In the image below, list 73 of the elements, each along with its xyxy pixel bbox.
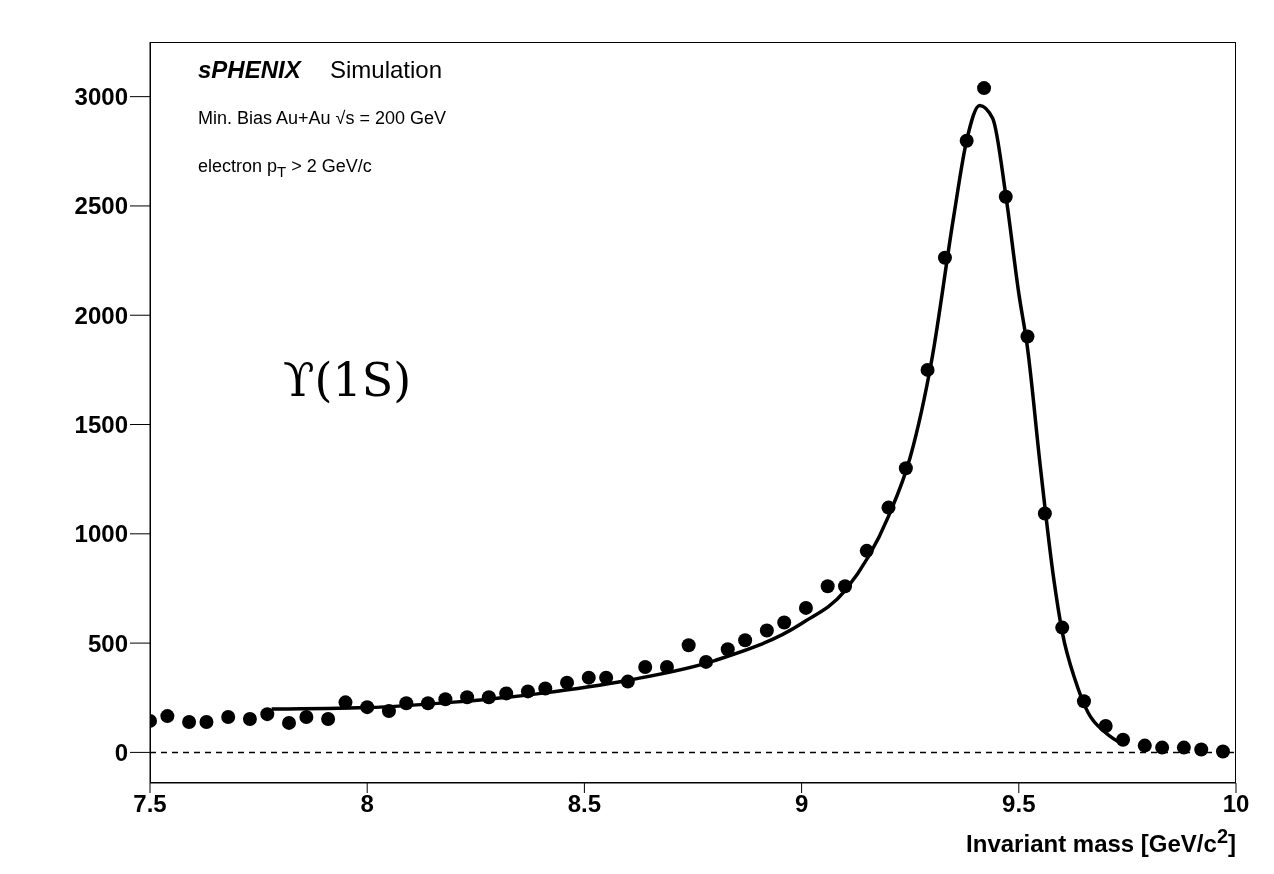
y-tick-label: 2500 [74,192,128,220]
point [638,659,653,674]
point [859,543,874,558]
annotation: electron p$_{T}$ > 2 GeV/c [198,156,372,180]
x-axis-title: Invariant mass [GeV/c$^{2}$] [966,825,1236,858]
point [520,684,535,699]
point [681,638,696,653]
y-tick-label: 3000 [74,83,128,111]
point [538,681,553,696]
x-tick-label: 8 [360,790,374,818]
point [838,579,853,594]
point [199,715,214,730]
point [221,709,236,724]
y-tick-label: 0 [114,738,128,766]
x-tick-label: 7.5 [133,790,167,818]
point [481,690,496,705]
point [1098,718,1113,733]
point [759,623,774,638]
y-tick-label: 500 [87,629,128,657]
point [360,700,375,715]
point [1020,329,1035,344]
point [699,654,714,669]
point [1137,738,1152,753]
point [1176,740,1191,755]
point [881,500,896,515]
point [937,250,952,265]
point [738,633,753,648]
point [1055,620,1070,635]
point [1194,742,1209,757]
point [282,715,297,730]
point [1037,506,1052,521]
point [321,711,336,726]
point [399,696,414,711]
x-tick-label: 10 [1222,790,1250,818]
point [920,362,935,377]
point [460,690,475,705]
point [798,600,813,615]
annotation: Min. Bias Au+Au √s = 200 GeV [198,108,447,129]
point [898,461,913,476]
point [659,659,674,674]
point [820,579,835,594]
point [959,133,974,148]
y-tick-label: 1000 [74,520,128,548]
point [560,675,575,690]
point [720,642,735,657]
point [581,670,596,685]
x-tick-label: 9 [794,790,809,818]
point [160,709,175,724]
point [260,707,275,722]
point [438,692,453,707]
point [182,715,197,730]
point [599,670,614,685]
point [381,704,396,719]
point [1215,744,1230,759]
x-tick-label: 9.5 [1002,790,1036,818]
annotation: sPHENIX [198,56,301,84]
point [1076,694,1091,709]
point [1155,740,1170,755]
y-tick-label: 2000 [74,301,128,329]
annotation: Simulation [330,56,443,84]
point [299,709,314,724]
point [242,711,257,726]
point [1116,732,1131,747]
point [998,189,1013,204]
point [777,615,792,630]
point [338,695,353,710]
point [499,686,514,701]
x-tick-label: 8.5 [567,790,602,818]
point [977,81,992,96]
y-tick-label: 1500 [74,411,128,439]
annotation: ϒ(1S) [283,353,412,407]
point [620,674,635,689]
point [421,696,436,711]
